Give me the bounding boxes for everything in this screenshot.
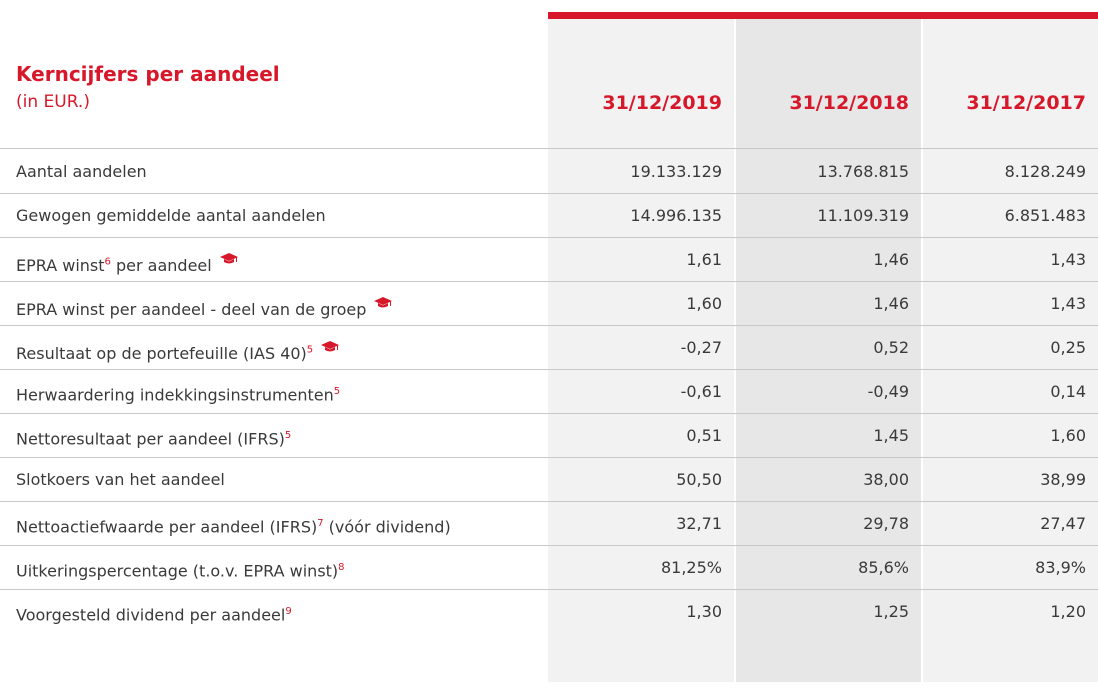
row-label: Voorgesteld dividend per aandeel9	[16, 590, 292, 637]
label-text: EPRA winst	[16, 256, 105, 275]
column-header: 31/12/2018	[789, 92, 909, 114]
column-bg	[548, 12, 734, 682]
cell-value: 0,52	[873, 338, 909, 357]
icon	[219, 238, 238, 282]
label-suffix: per aandeel	[110, 256, 212, 275]
row-divider	[0, 281, 1098, 282]
row-label: Nettoresultaat per aandeel (IFRS)5	[16, 414, 291, 461]
cell-value: 1,46	[873, 294, 909, 313]
cell-value: -0,49	[867, 382, 909, 401]
cell-value: 38,00	[863, 470, 909, 489]
label-text: Slotkoers van het aandeel	[16, 470, 225, 489]
footnote-ref: 8	[338, 562, 345, 573]
icon	[321, 326, 340, 370]
cell-value: 32,71	[676, 514, 722, 533]
label-text: Voorgesteld dividend per aandeel	[16, 605, 286, 625]
label-suffix: (vóór dividend)	[323, 517, 451, 537]
cell-value: 29,78	[863, 514, 909, 533]
cell-value: 8.128.249	[1004, 162, 1086, 181]
label-text: Gewogen gemiddelde aantal aandelen	[16, 206, 326, 225]
cell-value: 1,25	[873, 602, 909, 621]
cell-value: 1,46	[873, 250, 909, 269]
row-label: Gewogen gemiddelde aantal aandelen	[16, 194, 326, 238]
row-divider	[0, 457, 1098, 458]
cell-value: 1,60	[686, 294, 722, 313]
cell-value: 1,20	[1050, 602, 1086, 621]
cell-value: 81,25%	[660, 558, 722, 577]
row-label: Resultaat op de portefeuille (IAS 40)5	[16, 326, 340, 376]
cell-value: 6.851.483	[1004, 206, 1086, 225]
row-label: Uitkeringspercentage (t.o.v. EPRA winst)…	[16, 546, 345, 593]
row-divider	[0, 325, 1098, 326]
cell-value: 1,30	[686, 602, 722, 621]
cell-value: -0,61	[680, 382, 722, 401]
cell-value: 85,6%	[858, 558, 909, 577]
label-text: Aantal aandelen	[16, 162, 147, 181]
row-label: Nettoactiefwaarde per aandeel (IFRS)7 (v…	[16, 502, 451, 549]
column-header: 31/12/2019	[602, 92, 722, 114]
cell-value: 0,14	[1050, 382, 1086, 401]
cell-value: 27,47	[1040, 514, 1086, 533]
row-divider	[0, 413, 1098, 414]
cell-value: 83,9%	[1035, 558, 1086, 577]
cell-value: 14.996.135	[630, 206, 722, 225]
row-label: EPRA winst6 per aandeel	[16, 238, 238, 288]
label-text: Nettoactiefwaarde per aandeel (IFRS)	[16, 517, 318, 537]
row-label: Slotkoers van het aandeel	[16, 458, 225, 502]
cell-value: 1,43	[1050, 294, 1086, 313]
row-label: Herwaardering indekkingsinstrumenten5	[16, 370, 340, 417]
icon	[374, 282, 393, 326]
footnote-ref: 7	[317, 518, 324, 529]
label-text: EPRA winst per aandeel - deel van de gro…	[16, 300, 367, 319]
subtitle: (in EUR.)	[16, 92, 90, 112]
row-divider	[0, 193, 1098, 194]
footnote-ref: 5	[284, 430, 292, 441]
cell-value: 19.133.129	[630, 162, 722, 181]
footnote-ref: 9	[285, 606, 292, 617]
cell-value: 1,61	[686, 250, 722, 269]
accent-bar	[548, 12, 1098, 19]
column-header: 31/12/2017	[966, 92, 1086, 114]
column-bg	[923, 12, 1098, 682]
row-divider	[0, 545, 1098, 546]
column-bg	[736, 12, 921, 682]
title: Kerncijfers per aandeel	[16, 62, 280, 86]
row-label: EPRA winst per aandeel - deel van de gro…	[16, 282, 393, 332]
footnote-ref: 5	[333, 386, 341, 397]
cell-value: 13.768.815	[817, 162, 909, 181]
label-text: Uitkeringspercentage (t.o.v. EPRA winst)	[16, 561, 339, 581]
cell-value: 50,50	[676, 470, 722, 489]
cell-value: 1,45	[873, 426, 909, 445]
cell-value: 38,99	[1040, 470, 1086, 489]
label-text: Nettoresultaat per aandeel (IFRS)	[16, 429, 285, 449]
cell-value: 1,60	[1050, 426, 1086, 445]
cell-value: 1,43	[1050, 250, 1086, 269]
label-text: Herwaardering indekkingsinstrumenten	[16, 385, 334, 405]
header-divider	[0, 148, 1098, 149]
footnote-ref: 6	[104, 256, 111, 268]
row-divider	[0, 237, 1098, 238]
row-divider	[0, 589, 1098, 590]
cell-value: 0,51	[686, 426, 722, 445]
footnote-ref: 5	[306, 344, 314, 356]
row-label: Aantal aandelen	[16, 150, 147, 194]
label-text: Resultaat op de portefeuille (IAS 40)	[16, 344, 307, 363]
cell-value: 11.109.319	[817, 206, 909, 225]
cell-value: -0,27	[680, 338, 722, 357]
row-divider	[0, 501, 1098, 502]
cell-value: 0,25	[1050, 338, 1086, 357]
row-divider	[0, 369, 1098, 370]
